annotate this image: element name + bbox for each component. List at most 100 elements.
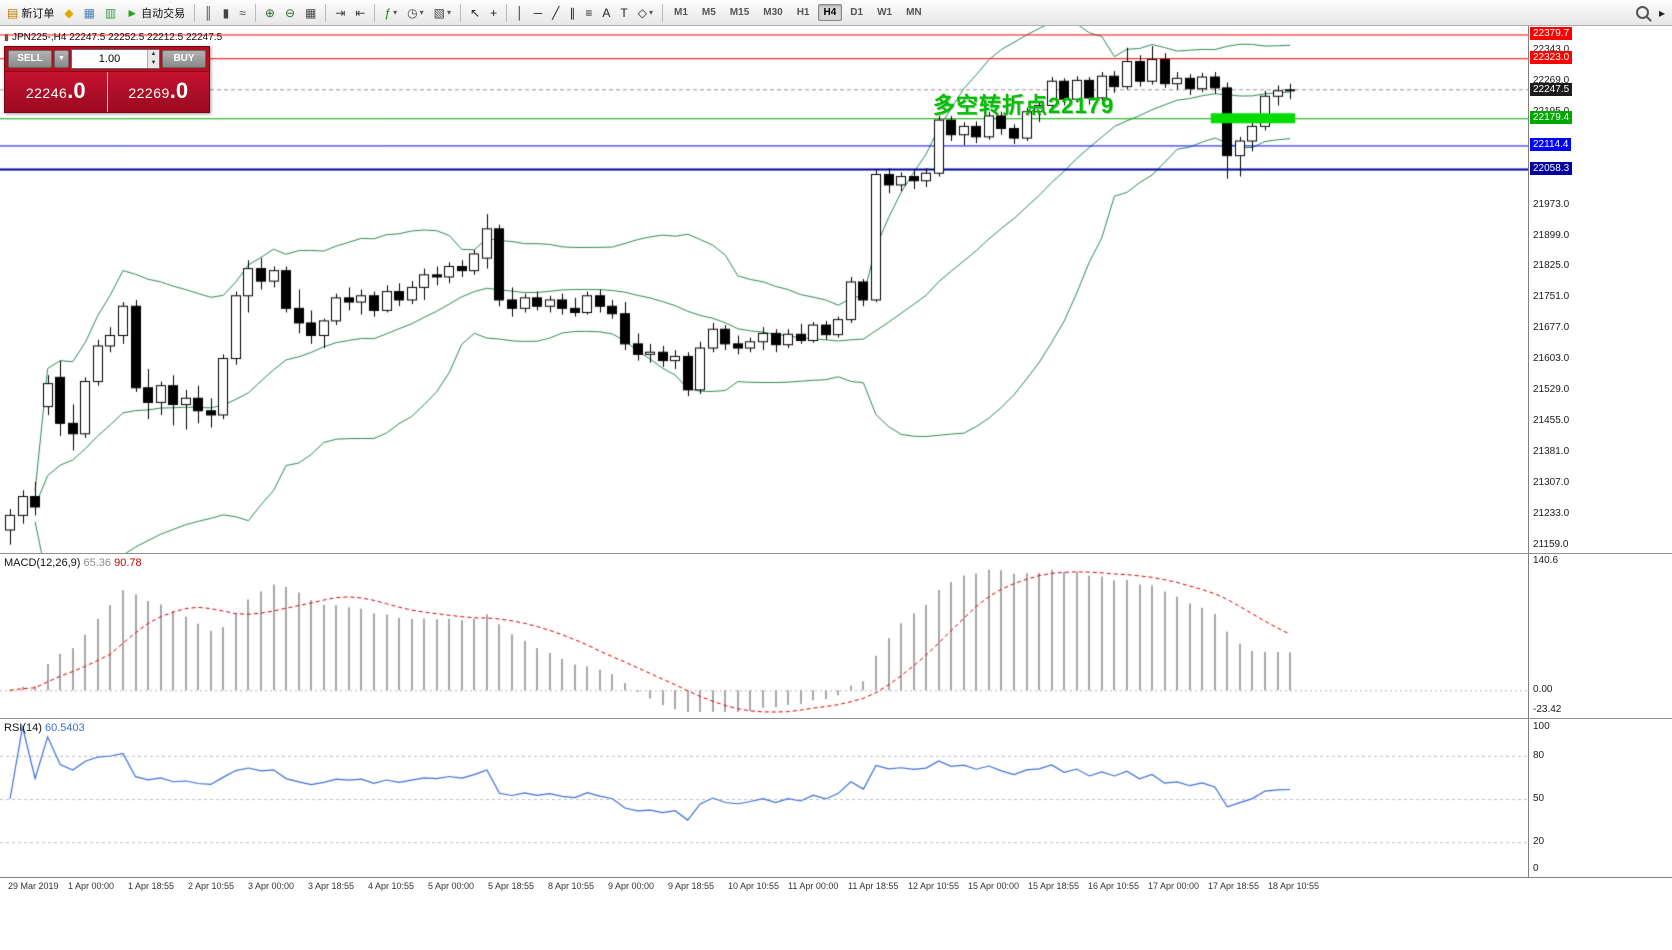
candlestick-chart-button[interactable]: ▮: [219, 2, 234, 24]
price-divider: [106, 72, 108, 112]
rsi-value: 60.5403: [44, 722, 85, 734]
tile-windows-button[interactable]: ▦: [301, 2, 320, 24]
new-order-icon: ▤: [7, 5, 19, 20]
timeframe-d1-button[interactable]: D1: [850, 7, 864, 18]
cursor-button[interactable]: ↖: [466, 2, 484, 24]
templates-icon: ▧: [433, 5, 446, 20]
macd-panel: MACD(12,26,9) 65.36 90.78 140.6 0.00 -23.4…: [0, 553, 1672, 718]
label-button[interactable]: T: [616, 2, 631, 24]
templates-button[interactable]: ▧ ▾: [430, 2, 455, 24]
rsi-canvas[interactable]: [0, 719, 1528, 877]
sell-price-display[interactable]: 22246.0: [5, 72, 107, 112]
price-label: 21603.0: [1533, 353, 1570, 365]
macd-canvas[interactable]: [0, 554, 1528, 718]
pivot-annotation-text[interactable]: 多空转折点22179: [933, 93, 1115, 118]
zoom-out-button[interactable]: ⊖: [281, 2, 299, 24]
macd-value: 65.36: [83, 557, 112, 569]
rsi-label: RSI(14) 60.5403: [4, 722, 85, 734]
vertical-line-button[interactable]: │: [512, 2, 528, 24]
price-label: 21677.0: [1533, 322, 1570, 334]
price-label: 21529.0: [1533, 384, 1570, 396]
macd-scale-label: -23.42: [1533, 704, 1562, 715]
buy-button[interactable]: BUY: [162, 50, 206, 68]
buy-price-main: 22269: [128, 85, 170, 101]
time-label: 5 Apr 00:00: [428, 881, 475, 891]
trendline-button[interactable]: ╱: [548, 2, 563, 24]
metaeditor-button[interactable]: ◆: [60, 2, 77, 24]
trade-options-caret[interactable]: ▼: [54, 50, 69, 68]
metaeditor-icon: ◆: [64, 5, 74, 20]
new-order-button[interactable]: ▤ 新订单: [3, 2, 58, 24]
market-watch-button[interactable]: ▦: [80, 2, 99, 24]
main-chart-canvas[interactable]: [0, 26, 1528, 553]
caret-down-icon: ▾: [648, 8, 653, 17]
timeframe-w1-button[interactable]: W1: [877, 7, 893, 18]
periods-button[interactable]: ◷ ▾: [403, 2, 428, 24]
timeframe-m30-button[interactable]: M30: [763, 7, 783, 18]
timeframe-mn-button[interactable]: MN: [906, 7, 922, 18]
chevron-right-icon: ▸: [1658, 5, 1665, 20]
time-axis[interactable]: 29 Mar 2019 1 Apr 00:00 1 Apr 18:55 2 Apr 1…: [0, 877, 1672, 896]
chart-shift-icon: ⇤: [355, 5, 366, 20]
time-label: 11 Apr 18:55: [848, 881, 899, 891]
lot-increase-button[interactable]: ▲: [148, 50, 159, 59]
price-label: 21455.0: [1533, 415, 1570, 427]
bar-chart-button[interactable]: ║: [200, 2, 217, 24]
hline-price-label: 22058.3: [1530, 161, 1573, 175]
market-watch-icon: ▦: [83, 5, 95, 20]
toolbar-separator: [374, 3, 376, 22]
zoom-in-button[interactable]: ⊕: [261, 2, 279, 24]
price-axis[interactable]: 22343.0 22269.0 22195.0 21973.0 21899.0 21825…: [1528, 26, 1672, 553]
timeframe-h4-button[interactable]: H4: [817, 4, 843, 21]
text-button[interactable]: A: [598, 2, 614, 24]
indicators-icon: ƒ: [384, 5, 392, 20]
price-label: 22343.0: [1533, 43, 1570, 55]
crosshair-button[interactable]: +: [486, 2, 501, 24]
chart-shift-button[interactable]: ⇤: [351, 2, 369, 24]
main-toolbar: ▤ 新订单 ◆ ▦ ▥ ► 自动交易 ║ ▮ ≈ ⊕ ⊖ ▦ ⇥ ⇤ ƒ ▾ ◷ ▾ ▧ ▾ ↖ + │ ─ ╱ ∥ ≡ A T ◇ ▾ M1…: [0, 0, 1672, 26]
timeframe-h1-button[interactable]: H1: [796, 7, 810, 18]
sell-button[interactable]: SELL: [8, 50, 52, 68]
line-chart-button[interactable]: ≈: [235, 2, 250, 24]
hline-price-label: 22323.0: [1530, 51, 1573, 65]
toolbar-separator: [506, 3, 508, 22]
fibonacci-button[interactable]: ≡: [581, 2, 596, 24]
crosshair-icon: +: [490, 5, 498, 20]
time-label: 29 Mar 2019: [8, 881, 59, 891]
macd-axis[interactable]: 140.6 0.00 -23.42: [1528, 554, 1672, 718]
price-label: 21825.0: [1533, 260, 1570, 272]
current-price-label: 22247.5: [1530, 82, 1573, 96]
time-label: 8 Apr 10:55: [548, 881, 595, 891]
lot-size-input[interactable]: [72, 50, 147, 68]
channel-button[interactable]: ∥: [565, 2, 579, 24]
horizontal-line-button[interactable]: ─: [530, 2, 547, 24]
autotrading-button[interactable]: ► 自动交易: [122, 2, 189, 24]
bar-chart-icon: ║: [204, 5, 213, 20]
candlestick-chart-icon: ▮: [222, 5, 230, 20]
price-label: 22269.0: [1533, 74, 1570, 86]
toolbar-separator: [194, 3, 196, 22]
navigator-button[interactable]: ▥: [101, 2, 120, 24]
rsi-axis[interactable]: 100 80 50 20 0: [1528, 719, 1672, 877]
time-label: 10 Apr 10:55: [728, 881, 780, 891]
timeframe-m1-button[interactable]: M1: [673, 7, 688, 18]
lot-decrease-button[interactable]: ▼: [148, 59, 159, 68]
search-button[interactable]: [1632, 2, 1653, 24]
time-label: 17 Apr 00:00: [1148, 881, 1200, 891]
time-label: 3 Apr 18:55: [308, 881, 355, 891]
chart-title-text: JPN225-,H4 22247.5 22252.5 22212.5 22247…: [11, 32, 223, 43]
buy-price-decimal: .0: [169, 78, 189, 103]
timeframe-m15-button[interactable]: M15: [729, 7, 750, 18]
price-label: 21381.0: [1533, 446, 1570, 458]
indicators-button[interactable]: ƒ ▾: [380, 2, 401, 24]
macd-scale-label: 0.00: [1533, 684, 1553, 696]
timeframe-m5-button[interactable]: M5: [701, 7, 716, 18]
arrows-button[interactable]: ◇ ▾: [634, 2, 657, 24]
toolbar-expand-button[interactable]: ▸: [1655, 2, 1669, 24]
buy-price-display[interactable]: 22269.0: [107, 72, 209, 112]
chart-title: ▮ JPN225-,H4 22247.5 22252.5 22212.5 222…: [4, 32, 222, 43]
price-label: 22195.0: [1533, 106, 1569, 118]
auto-scroll-button[interactable]: ⇥: [331, 2, 349, 24]
autotrading-button-label: 自动交易: [141, 7, 186, 20]
